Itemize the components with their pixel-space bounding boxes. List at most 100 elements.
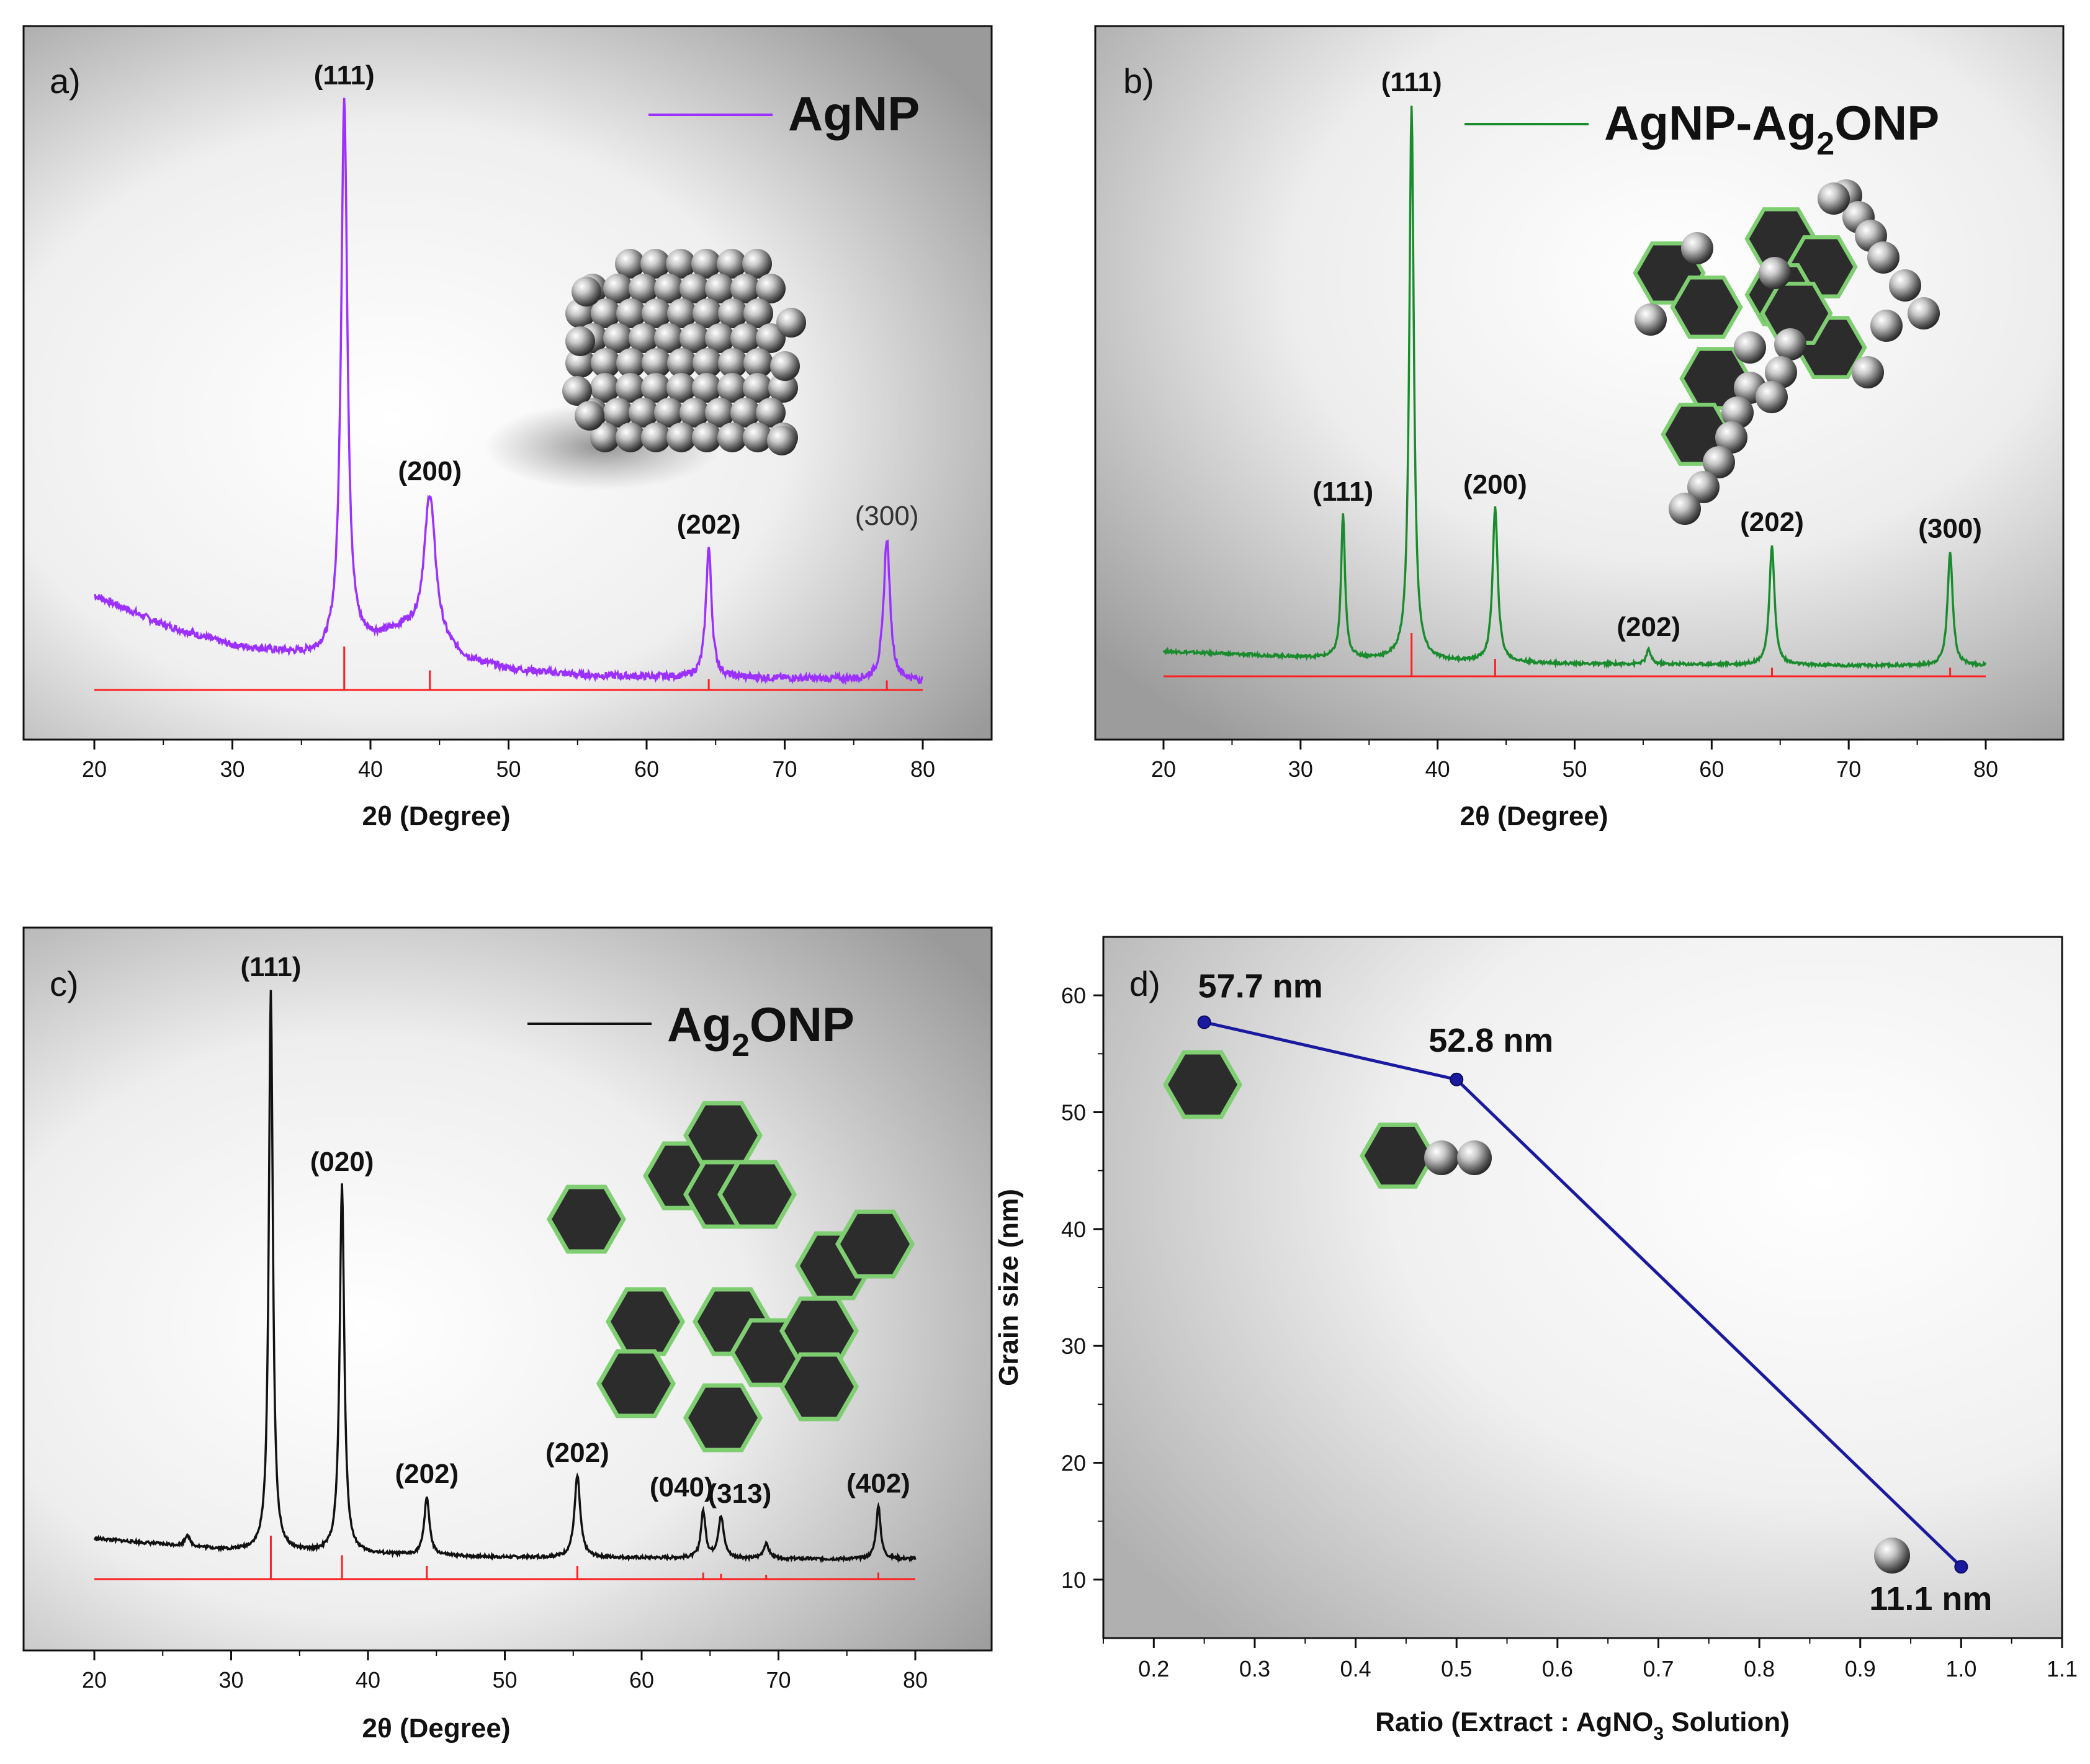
x-tick-label: 40 bbox=[1425, 756, 1450, 782]
panel-a-legend-text: AgNP bbox=[788, 86, 920, 141]
x-tick-label: 70 bbox=[1836, 756, 1861, 782]
panel-c-diffraction-pattern bbox=[93, 990, 917, 1564]
x-tick-label: 80 bbox=[910, 756, 935, 782]
x-tick-label: 80 bbox=[903, 1667, 928, 1693]
silver-sphere bbox=[1756, 381, 1788, 413]
silver-sphere bbox=[1889, 269, 1921, 302]
x-tick-label: 70 bbox=[766, 1667, 791, 1693]
silver-sphere bbox=[776, 308, 806, 338]
panel-a-reference-lines bbox=[94, 647, 923, 691]
silver-sphere bbox=[717, 423, 747, 452]
silver-sphere bbox=[1759, 257, 1791, 289]
panel-b-x-axis-title: 2θ (Degree) bbox=[1460, 801, 1608, 831]
silver-sphere bbox=[767, 426, 797, 455]
panel-a-x-axis: 20 30 40 50 60 70 80 bbox=[82, 740, 935, 782]
panel-b-peak-labels: (111) (111) (200) (202) (202) (300) bbox=[1312, 67, 1982, 642]
panel-a-background bbox=[22, 25, 993, 741]
silver-sphere bbox=[572, 277, 601, 307]
x-tick-label: 1.0 bbox=[1945, 1656, 1976, 1681]
grain-size-point bbox=[1450, 1072, 1464, 1086]
panel-b-diffraction-pattern bbox=[1162, 105, 1987, 670]
peak-label: (202) bbox=[395, 1459, 459, 1489]
peak-label: (200) bbox=[398, 456, 462, 486]
y-tick-label: 50 bbox=[1061, 1100, 1086, 1126]
x-tick-label: 1.1 bbox=[2047, 1656, 2078, 1681]
silver-sphere bbox=[692, 423, 722, 452]
y-tick-label: 40 bbox=[1061, 1217, 1086, 1242]
grain-size-point bbox=[1954, 1560, 1968, 1574]
silver-sphere bbox=[575, 401, 604, 431]
panel-c-x-axis-title: 2θ (Degree) bbox=[362, 1713, 511, 1744]
y-tick-label: 20 bbox=[1061, 1451, 1086, 1476]
peak-label: (040) bbox=[650, 1472, 714, 1503]
peak-label: (020) bbox=[310, 1147, 374, 1177]
panel-a-peak-labels: (111) (200) (202) (300) bbox=[314, 60, 919, 540]
panel-d: 0.2 0.3 0.4 0.5 0.6 0.7 0.8 0.9 1.0 1.1 10 20 30 40 50… bbox=[993, 936, 2078, 1744]
peak-label: (111) bbox=[314, 60, 375, 91]
panel-c: 20 30 40 50 60 70 80 c) Ag2ONP (111) (020) (202)… bbox=[22, 926, 993, 1744]
panel-d-label: d) bbox=[1129, 964, 1160, 1003]
peak-label: (313) bbox=[708, 1479, 772, 1509]
x-tick-label: 0.9 bbox=[1845, 1656, 1876, 1681]
y-tick-label: 60 bbox=[1061, 983, 1086, 1008]
panel-a-x-axis-title: 2θ (Degree) bbox=[362, 801, 511, 831]
silver-sphere bbox=[1734, 331, 1766, 364]
panel-b-label: b) bbox=[1123, 61, 1154, 101]
panel-d-axes: 0.2 0.3 0.4 0.5 0.6 0.7 0.8 0.9 1.0 1.1 10 20 30 40 50… bbox=[1061, 983, 2078, 1681]
grain-size-point bbox=[1197, 1015, 1211, 1029]
silver-sphere bbox=[1852, 356, 1884, 388]
x-tick-label: 20 bbox=[1151, 756, 1176, 782]
x-tick-label: 80 bbox=[1973, 756, 1998, 782]
x-tick-label: 40 bbox=[358, 756, 383, 782]
peak-label: (111) bbox=[241, 952, 302, 982]
x-tick-label: 60 bbox=[629, 1667, 654, 1693]
panel-a-label: a) bbox=[50, 61, 81, 101]
panel-d-background bbox=[1102, 936, 2063, 1639]
x-tick-label: 50 bbox=[496, 756, 521, 782]
x-tick-label: 70 bbox=[772, 756, 797, 782]
silver-sphere bbox=[666, 423, 696, 452]
x-tick-label: 20 bbox=[82, 1667, 107, 1693]
silver-sphere bbox=[641, 423, 671, 452]
silver-sphere bbox=[1669, 493, 1701, 525]
panel-c-reference-lines bbox=[94, 1536, 915, 1580]
peak-label: (402) bbox=[846, 1469, 910, 1499]
peak-label: (200) bbox=[1463, 469, 1527, 499]
panel-d-y-axis-title: Grain size (nm) bbox=[993, 1189, 1024, 1386]
panel-b-legend-text: AgNP-Ag2ONP bbox=[1604, 96, 1939, 162]
grain-size-value-label: 52.8 nm bbox=[1428, 1022, 1553, 1059]
x-tick-label: 0.6 bbox=[1542, 1656, 1573, 1681]
x-tick-label: 0.5 bbox=[1441, 1656, 1472, 1681]
silver-sphere bbox=[1867, 241, 1899, 274]
x-tick-label: 0.8 bbox=[1744, 1656, 1775, 1681]
x-tick-label: 30 bbox=[218, 1667, 243, 1693]
panel-b-x-axis: 20 30 40 50 60 70 80 bbox=[1151, 740, 1998, 782]
peak-label: (202) bbox=[677, 509, 741, 540]
peak-label: (202) bbox=[1740, 507, 1804, 537]
x-tick-label: 60 bbox=[1699, 756, 1724, 782]
silver-sphere bbox=[616, 423, 645, 452]
peak-label: (111) bbox=[1312, 477, 1373, 507]
panel-a: 20 30 40 50 60 70 80 a) AgNP (111) (200) (202) (3… bbox=[22, 25, 993, 831]
silver-sphere bbox=[1908, 297, 1940, 329]
panel-b-reference-lines bbox=[1164, 633, 1986, 678]
panel-b: 20 30 40 50 60 70 80 b) AgNP-Ag2ONP (111)(111)… bbox=[1094, 25, 2065, 831]
peak-label: (300) bbox=[855, 501, 919, 531]
silver-sphere bbox=[1818, 182, 1850, 215]
x-tick-label: 30 bbox=[1288, 756, 1313, 782]
silver-sphere bbox=[565, 326, 595, 356]
panel-c-legend-text: Ag2ONP bbox=[667, 997, 854, 1063]
grain-size-value-label: 11.1 nm bbox=[1869, 1580, 1992, 1618]
peak-label: (202) bbox=[1617, 612, 1680, 642]
x-tick-label: 0.4 bbox=[1340, 1656, 1371, 1681]
x-tick-label: 50 bbox=[492, 1667, 517, 1693]
silver-sphere bbox=[1774, 328, 1806, 360]
silver-sphere bbox=[1870, 310, 1903, 342]
grain-size-value-label: 57.7 nm bbox=[1198, 967, 1323, 1005]
peak-label: (202) bbox=[545, 1438, 609, 1468]
silver-sphere bbox=[1635, 303, 1667, 336]
grain-size-points: 57.7 nm 52.8 nm 11.1 nm bbox=[1197, 967, 1992, 1618]
peak-label: (111) bbox=[1381, 67, 1442, 97]
panel-c-peak-labels: (111) (020) (202) (202) (040)(313) (402) bbox=[241, 952, 910, 1509]
